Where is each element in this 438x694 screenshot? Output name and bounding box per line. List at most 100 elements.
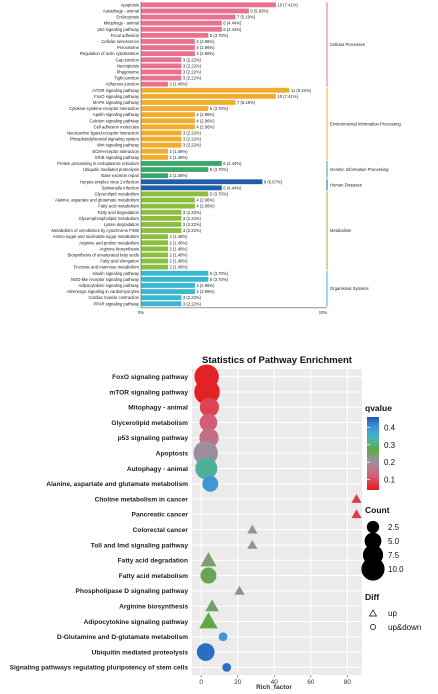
bar-value-label: 3 (2.22%)	[183, 228, 202, 233]
count-legend-title: Count	[365, 505, 390, 515]
data-point-updown	[195, 457, 218, 480]
bar-category-label: Adipocytokine signaling pathway	[78, 283, 139, 288]
shape-legend-circle	[370, 624, 376, 630]
group-label: Cellular Processes	[330, 42, 365, 47]
kegg-classification-bar-chart: Apoptosis 10 (7.41%) Autophagy - animal 8 (…	[51, 1, 401, 315]
group-label: Human Diseases	[330, 182, 362, 187]
bar	[141, 283, 195, 288]
bar	[141, 154, 168, 160]
bar-category-label: Cell adhesion molecules	[94, 124, 139, 129]
shape-legend-label: up&down	[388, 623, 421, 632]
bar-value-label: 2 (1.48%)	[169, 82, 188, 87]
bar-category-label: Ubiquitin mediated proteolysis	[83, 167, 139, 172]
bar-category-label: Adherens junction	[105, 82, 139, 87]
bar-category-label: Apelin signaling pathway	[93, 112, 140, 117]
bar	[141, 87, 290, 93]
bar-value-label: 2 (1.48%)	[169, 155, 188, 160]
bar-value-label: 7 (5.19%)	[237, 100, 256, 105]
bar-category-label: Phagosome	[117, 69, 140, 74]
bar-category-label: Amino sugar and nucleotide sugar metabol…	[53, 234, 140, 239]
size-legend-label: 7.5	[388, 551, 400, 560]
bar-category-label: Neuroactive ligand-receptor interaction	[67, 130, 140, 135]
bar	[141, 258, 168, 264]
bar-value-label: 2 (1.48%)	[169, 240, 188, 245]
bar-category-label: NOD-like receptor signaling pathway	[71, 277, 140, 282]
y-category-label: D-Glutamine and D-glutamate metabolism	[57, 634, 188, 641]
bar-category-label: Insulin signaling pathway	[92, 271, 139, 276]
bar-category-label: Arginine biosynthesis	[99, 246, 139, 251]
x-tick-label: 40	[271, 679, 279, 686]
bar-category-label: Metabolism of xenobiotics by cytochrome …	[51, 228, 139, 233]
x-tick-label: 80	[344, 679, 352, 686]
bar	[141, 63, 182, 69]
bar-value-label: 3 (2.22%)	[183, 301, 202, 306]
data-point-updown	[218, 632, 228, 642]
bar-value-label: 4 (2.96%)	[196, 204, 215, 209]
bar	[141, 167, 209, 172]
bar-category-label: Phosphatidylinositol signaling system	[70, 137, 140, 142]
bar-value-label: 2 (1.48%)	[169, 252, 188, 257]
bar-category-label: Fatty acid elongation	[100, 259, 139, 264]
bar	[141, 191, 209, 197]
bar	[141, 8, 249, 14]
bar-x-tick-label: 0%	[138, 310, 144, 315]
bar-category-label: Tight junction	[114, 76, 139, 81]
bar-category-label: Adrenergic signaling in cardiomyocytes	[66, 289, 139, 294]
colorbar-tick-label: 0.3	[384, 441, 396, 450]
bar	[141, 100, 236, 105]
bar-value-label: 5 (3.70%)	[210, 106, 229, 111]
data-point-up	[200, 552, 217, 567]
bar-category-label: Wnt signaling pathway	[97, 143, 140, 148]
bar-category-label: p53 signaling pathway	[98, 27, 140, 32]
bar	[141, 32, 209, 38]
bar-value-label: 4 (2.96%)	[196, 51, 215, 56]
bar-value-label: 3 (2.22%)	[183, 76, 202, 81]
bar-category-label: Arginine and proline metabolism	[79, 240, 139, 245]
y-category-label: Phospholipase D signaling pathway	[76, 588, 189, 595]
bar-category-label: Peroxisome	[117, 45, 140, 50]
bar	[141, 270, 209, 276]
bar-value-label: 4 (2.96%)	[196, 283, 215, 288]
bar	[141, 289, 195, 294]
bar	[141, 246, 168, 252]
data-point-updown	[196, 643, 215, 661]
y-category-label: Autophagy - animal	[127, 466, 188, 473]
bar	[141, 130, 182, 136]
bar-category-label: MAPK signaling pathway	[93, 100, 140, 105]
qvalue-colorbar	[367, 417, 379, 490]
data-point-up	[199, 612, 218, 629]
bar-category-label: Glycerophospholipid metabolism	[78, 216, 139, 221]
bar	[141, 45, 195, 50]
data-point-up	[351, 493, 362, 503]
x-tick-label: 20	[234, 679, 242, 686]
bar	[141, 252, 168, 258]
bar-category-label: Calcium signaling pathway	[89, 118, 139, 123]
bar	[141, 75, 182, 81]
y-category-label: Ubiquitin mediated proteolysis	[92, 649, 189, 656]
bar	[141, 179, 263, 185]
bar-x-tick-label: 10%	[319, 310, 328, 315]
bar	[141, 185, 222, 191]
y-category-label: FoxO signaling pathway	[112, 374, 188, 381]
bar-category-label: Cellular senescence	[101, 39, 139, 44]
bar-value-label: 5 (3.70%)	[210, 277, 229, 282]
x-tick-label: 0	[199, 679, 203, 686]
bar-category-label: Fatty acid metabolism	[98, 204, 139, 209]
bar-category-label: Mitophagy - animal	[104, 21, 139, 26]
y-category-label: Signaling pathways regulating pluripoten…	[10, 665, 189, 672]
bar	[141, 264, 168, 270]
y-category-label: Alanine, aspartate and glutamate metabol…	[46, 481, 188, 488]
bar	[141, 295, 182, 301]
y-category-label: Fatty acid degradation	[118, 558, 188, 565]
data-point-updown	[200, 567, 217, 584]
bar-value-label: 6 (4.44%)	[223, 185, 242, 190]
bar-value-label: 6 (4.44%)	[223, 161, 242, 166]
y-category-label: Fatty acid metabolism	[119, 573, 188, 580]
bar	[141, 142, 182, 148]
bar-category-label: Fatty acid degradation	[98, 210, 140, 215]
bar	[141, 14, 236, 20]
bar-category-label: Base excision repair	[101, 173, 139, 178]
bar-category-label: FoxO signaling pathway	[94, 94, 140, 99]
bar-value-label: 2 (1.48%)	[169, 259, 188, 264]
